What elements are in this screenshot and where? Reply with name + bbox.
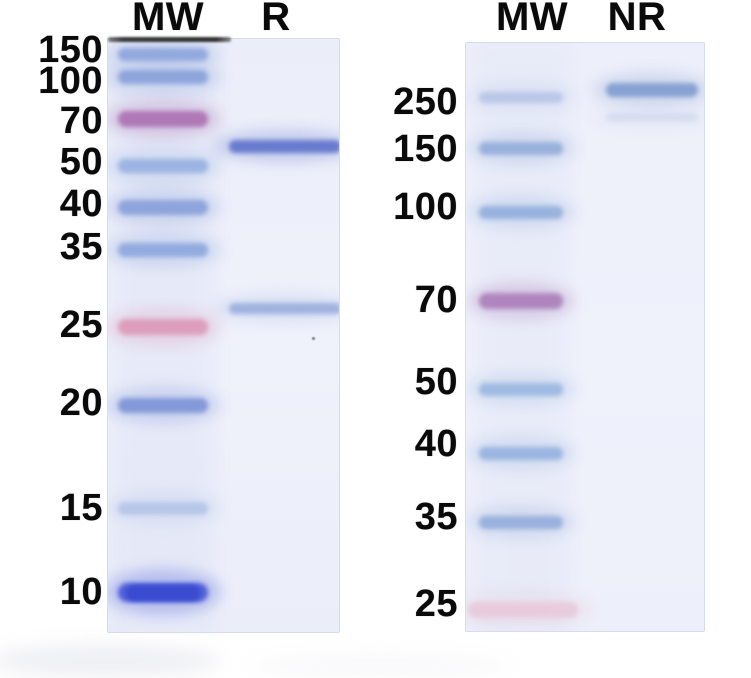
mw-band-50: [118, 159, 208, 173]
mw-band-150: [118, 47, 208, 61]
sample-band-reduced-0: [229, 139, 339, 153]
mw-band-25: [468, 602, 578, 618]
mw-band-70: [118, 111, 208, 127]
marker-label-non-reduced-150: 150: [393, 128, 458, 170]
marker-label-non-reduced-40: 40: [414, 423, 458, 465]
marker-label-reduced-70: 70: [59, 100, 103, 142]
mw-band-40: [479, 446, 563, 460]
marker-label-reduced-25: 25: [59, 304, 103, 346]
photo-artifact-smudge: [0, 644, 220, 678]
marker-label-reduced-20: 20: [59, 382, 103, 424]
lane-header-nr-non-reduced: NR: [607, 0, 667, 39]
mw-band-150: [479, 141, 563, 155]
mw-band-70: [479, 293, 563, 309]
photo-artifact-speck: [312, 337, 315, 340]
lane-header-mw-reduced: MW: [131, 0, 205, 39]
marker-label-reduced-15: 15: [59, 487, 103, 529]
marker-label-non-reduced-35: 35: [414, 496, 458, 538]
mw-band-100: [479, 205, 563, 219]
marker-label-reduced-150: 150: [38, 29, 103, 71]
marker-label-reduced-35: 35: [59, 226, 103, 268]
gel-non-reduced-lane-shading: [475, 43, 569, 631]
gel-reduced-well-line: [108, 37, 231, 42]
gel-panel-non-reduced: [465, 42, 705, 632]
lane-header-r-reduced: R: [261, 0, 291, 39]
mw-band-35: [479, 515, 563, 529]
mw-band-20: [118, 397, 208, 413]
marker-label-reduced-50: 50: [59, 141, 103, 183]
marker-label-non-reduced-70: 70: [414, 279, 458, 321]
lane-header-mw-non-reduced: MW: [495, 0, 569, 39]
marker-label-reduced-40: 40: [59, 183, 103, 225]
marker-label-non-reduced-100: 100: [393, 186, 458, 228]
marker-label-non-reduced-250: 250: [393, 81, 458, 123]
mw-band-15: [118, 501, 208, 515]
gel-reduced-lane-shading: [111, 39, 215, 632]
sample-band-non-reduced-0: [606, 83, 698, 97]
sample-band-reduced-1: [229, 302, 339, 314]
marker-label-reduced-100: 100: [38, 60, 103, 102]
sample-band-non-reduced-1: [606, 112, 698, 122]
mw-band-10-core: [126, 585, 200, 601]
mw-band-50: [479, 382, 563, 396]
mw-band-35: [118, 243, 208, 257]
mw-band-40: [118, 199, 208, 215]
mw-band-250: [479, 91, 563, 103]
marker-label-non-reduced-25: 25: [414, 583, 458, 625]
photo-artifact-smudge: [250, 656, 510, 676]
mw-band-100: [118, 70, 208, 84]
marker-label-reduced-10: 10: [59, 571, 103, 613]
marker-label-non-reduced-50: 50: [414, 361, 458, 403]
gel-panel-reduced: [107, 38, 340, 633]
mw-band-25: [118, 319, 208, 335]
